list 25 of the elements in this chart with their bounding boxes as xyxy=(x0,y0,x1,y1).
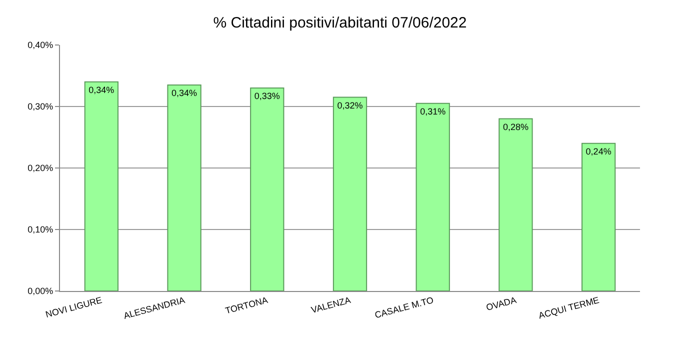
x-tick-label: ACQUI TERME xyxy=(537,294,600,321)
data-label: 0,28% xyxy=(502,122,528,132)
data-label: 0,24% xyxy=(586,146,612,156)
data-label: 0,32% xyxy=(337,100,363,110)
bar xyxy=(582,142,616,291)
bar xyxy=(84,81,118,291)
data-label: 0,34% xyxy=(172,88,198,98)
chart-title: % Cittadini positivi/abitanti 07/06/2022 xyxy=(213,14,467,32)
y-tick-label: 0,10% xyxy=(28,224,54,235)
x-tick-label: OVADA xyxy=(485,294,518,313)
y-tick-label: 0,20% xyxy=(28,163,54,174)
x-tick-label: CASALE M.TO xyxy=(374,294,435,320)
y-tick-label: 0,30% xyxy=(28,102,54,112)
y-tick-label: 0,00% xyxy=(28,286,54,296)
bar xyxy=(416,102,450,291)
bar xyxy=(250,88,284,291)
data-label: 0,34% xyxy=(88,84,114,95)
x-tick-label: NOVI LIGURE xyxy=(44,294,104,320)
bar xyxy=(332,96,368,291)
bar xyxy=(167,84,202,291)
bar xyxy=(498,118,533,291)
data-label: 0,31% xyxy=(420,106,446,116)
data-label: 0,33% xyxy=(254,91,280,102)
y-tick-label: 0,40% xyxy=(28,40,54,50)
x-tick-label: VALENZA xyxy=(310,294,352,316)
